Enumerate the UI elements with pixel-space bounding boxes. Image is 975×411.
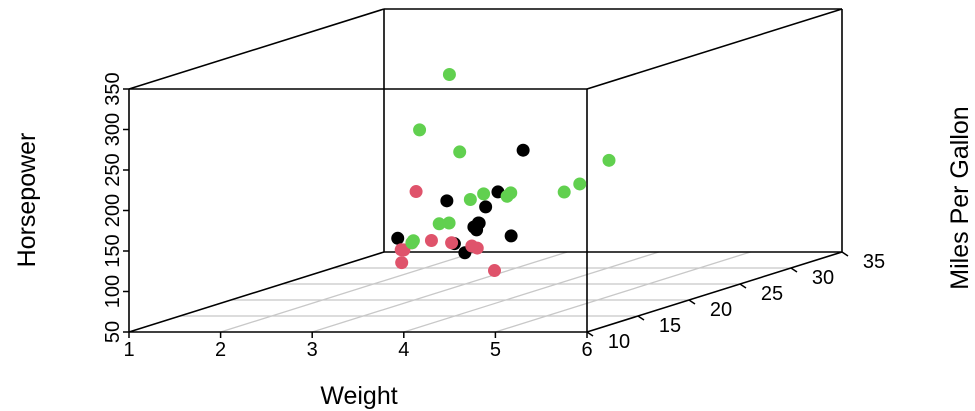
data-point <box>432 217 446 231</box>
data-point <box>500 189 514 203</box>
data-point <box>465 239 479 253</box>
data-point <box>442 67 456 81</box>
z-tick-label: 300 <box>102 113 124 146</box>
z-axis-label: Horsepower <box>13 133 41 268</box>
z-tick-label: 200 <box>102 194 124 227</box>
data-point <box>406 234 420 248</box>
y-tick-label: 10 <box>608 331 630 353</box>
x-tick-label: 6 <box>581 339 592 361</box>
data-point <box>442 216 456 230</box>
y-tick-label: 25 <box>761 283 783 305</box>
box-edge <box>586 251 843 333</box>
data-point <box>467 220 481 234</box>
y-tick-label: 20 <box>710 299 732 321</box>
grid-line-x <box>312 251 568 333</box>
x-tick-label: 2 <box>215 339 226 361</box>
z-tick-label: 100 <box>102 275 124 308</box>
data-point <box>504 229 518 243</box>
y-tick-mark <box>790 267 798 273</box>
data-point <box>445 236 459 250</box>
x-tick-label: 1 <box>123 339 134 361</box>
box-edge <box>128 8 385 90</box>
plot-box <box>128 8 843 333</box>
data-point <box>488 264 502 278</box>
z-tick-label: 350 <box>102 72 124 105</box>
data-point <box>395 256 409 270</box>
y-tick-mark <box>841 251 849 257</box>
y-tick-label: 15 <box>659 315 681 337</box>
grid-line-x <box>495 251 751 333</box>
data-point <box>573 177 587 191</box>
axis-ticks: 1 2 3 4 5 6 10 15 20 25 30 35 50 100 150 200 250 300 350 <box>102 72 885 361</box>
box-edge <box>586 8 843 90</box>
grid-line-x <box>403 251 659 333</box>
z-tick-label: 150 <box>102 234 124 267</box>
data-point <box>453 145 467 159</box>
data-point <box>440 194 454 208</box>
floor-grid <box>180 251 791 333</box>
y-tick-mark <box>586 331 594 337</box>
data-point <box>413 123 427 137</box>
z-tick-label: 250 <box>102 153 124 186</box>
data-point <box>391 231 405 245</box>
data-point <box>479 200 493 214</box>
x-axis-label: Weight <box>320 382 397 410</box>
data-point <box>516 143 530 157</box>
data-points <box>391 67 616 278</box>
data-point <box>424 233 438 247</box>
y-tick-mark <box>688 299 696 305</box>
y-axis-label: Miles Per Gallon <box>946 106 974 289</box>
y-tick-label: 35 <box>863 251 885 273</box>
data-point <box>463 193 477 206</box>
x-tick-label: 4 <box>398 339 409 361</box>
x-tick-label: 3 <box>307 339 318 361</box>
data-point <box>477 187 491 201</box>
data-point <box>409 185 423 199</box>
y-tick-mark <box>637 315 645 321</box>
data-point <box>602 153 616 167</box>
x-tick-label: 5 <box>490 339 501 361</box>
y-tick-mark <box>739 283 747 289</box>
box-edge <box>128 251 385 333</box>
grid-line-x <box>220 251 476 333</box>
z-tick-label: 50 <box>102 321 124 343</box>
data-point <box>557 185 571 199</box>
y-tick-label: 30 <box>812 267 834 289</box>
